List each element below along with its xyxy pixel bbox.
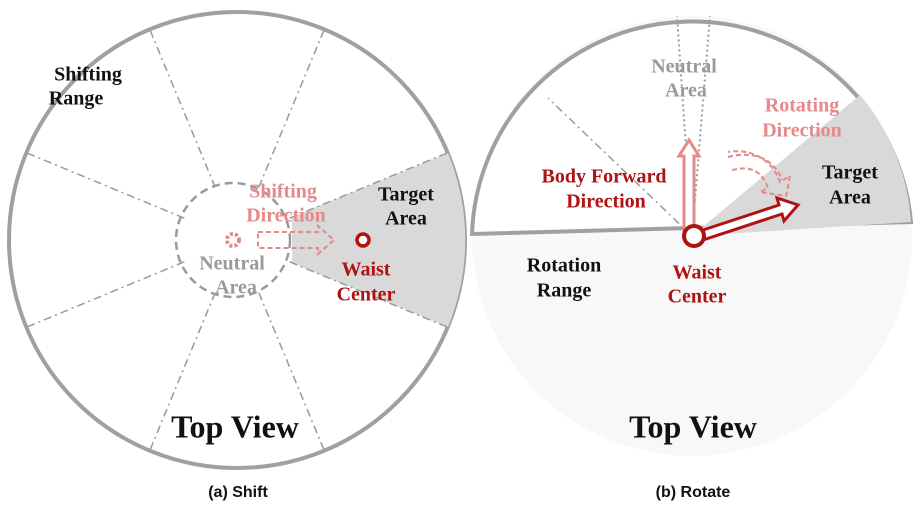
- caption: (b) Rotate: [656, 484, 731, 501]
- range-label: Range: [49, 88, 104, 110]
- range-line: [547, 97, 693, 237]
- direction-label: Shifting: [249, 181, 317, 203]
- sector-line: [289, 152, 448, 219]
- range-label: Range: [537, 280, 592, 302]
- neutral-label: Neutral: [199, 253, 265, 275]
- target-label: Area: [385, 208, 427, 230]
- target-label: Area: [829, 187, 871, 209]
- direction-label: Direction: [246, 205, 326, 227]
- target-area: [292, 153, 466, 327]
- shift-arrow: [257, 223, 336, 257]
- waist-marker: [355, 232, 371, 248]
- rotate-arrow: [727, 150, 792, 198]
- forward-arrow: [676, 137, 702, 236]
- neutral-label: Neutral: [651, 56, 717, 78]
- range-label: Shifting: [54, 64, 122, 86]
- forward-label: Body Forward: [542, 166, 667, 188]
- target-arrow: [695, 195, 801, 243]
- sector-line: [149, 29, 216, 188]
- direction-label: Rotating: [765, 95, 839, 117]
- view-label: Top View: [171, 408, 299, 444]
- waist-label: Waist: [673, 262, 722, 284]
- waist-marker: [682, 224, 706, 248]
- waist-label: Center: [668, 286, 727, 308]
- sector-line: [149, 292, 216, 451]
- panel-rotate: Neutral Area Rotating Direction Body For…: [469, 15, 914, 501]
- direction-label: Direction: [762, 120, 842, 142]
- range-label: Rotation: [527, 255, 601, 277]
- caption: (a) Shift: [208, 484, 268, 501]
- rotate-arc: [727, 153, 783, 181]
- panel-shift: Shifting Range Shifting Direction Target…: [7, 10, 467, 501]
- target-label: Target: [378, 184, 434, 206]
- neutral-label: Area: [215, 277, 257, 299]
- view-label: Top View: [629, 408, 757, 444]
- neutral-circle: [174, 181, 292, 299]
- neutral-label: Area: [665, 80, 707, 102]
- sector-line: [26, 152, 185, 219]
- sector-line: [26, 261, 185, 328]
- waist-label: Center: [337, 284, 396, 306]
- sector-line: [258, 292, 325, 451]
- target-area: [692, 95, 911, 236]
- waist-label: Waist: [342, 259, 391, 281]
- neutral-marker: [225, 232, 241, 248]
- sector-line: [289, 261, 448, 328]
- forward-label: Direction: [566, 191, 646, 213]
- target-label: Target: [822, 162, 878, 184]
- sector-line: [258, 29, 325, 188]
